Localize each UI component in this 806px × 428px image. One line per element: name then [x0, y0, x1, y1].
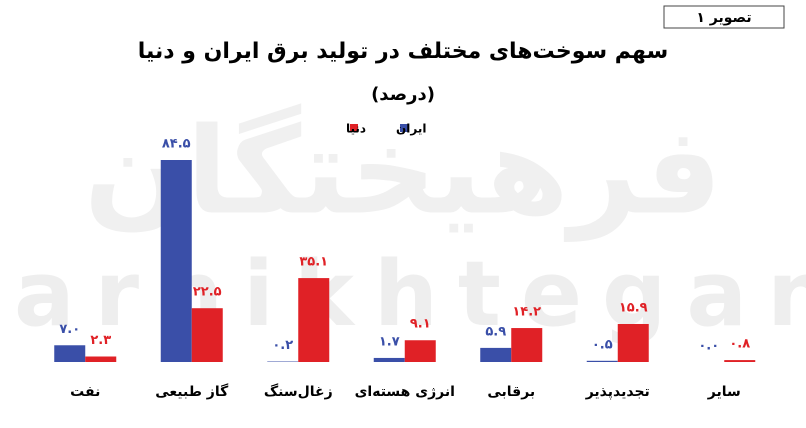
value-label: ۱۵.۹ [619, 300, 648, 315]
x-tick-label: انرژی هسته‌ای [355, 384, 455, 400]
value-label: ۹.۱ [410, 317, 431, 332]
chart-title: سهم سوخت‌های مختلف در تولید برق ایران و … [138, 39, 668, 64]
chart-subtitle: (درصد) [371, 84, 435, 105]
x-tick-label: گاز طبیعی [155, 383, 229, 400]
legend-label: دنیا [346, 122, 366, 136]
tag-box [663, 5, 785, 29]
bar [85, 356, 117, 362]
value-label: ۰.۰ [698, 339, 719, 354]
x-tick-label: برقابی [487, 384, 535, 400]
bar [480, 347, 512, 362]
legend-swatch [350, 124, 358, 132]
value-label: ۰.۸ [729, 337, 750, 352]
x-tick-label: تجدیدپذیر [585, 384, 650, 400]
x-tick-label: سایر [707, 384, 741, 400]
value-label: ۷.۰ [59, 322, 80, 337]
tag: تصویر ۱ [696, 10, 751, 26]
value-label: ۰.۲ [272, 338, 293, 353]
value-label: ۸۴.۵ [162, 137, 191, 152]
bar [724, 360, 756, 362]
bar [511, 328, 543, 362]
value-label: ۰.۵ [592, 337, 613, 352]
bar [160, 160, 192, 362]
bar [54, 345, 86, 362]
x-tick-label: نفت [70, 384, 100, 400]
value-label: ۲.۳ [90, 333, 111, 348]
x-tick-label: زغال‌سنگ [264, 383, 333, 400]
value-label: ۲۲.۵ [193, 285, 222, 300]
value-label: ۳۵.۱ [299, 255, 328, 270]
bar [617, 323, 649, 362]
value-label: ۱.۷ [379, 334, 400, 349]
watermark: farhikhtegan [0, 242, 806, 347]
value-label: ۱۴.۲ [512, 305, 541, 320]
bar [373, 357, 405, 362]
value-label: ۵.۹ [485, 324, 506, 339]
legend-swatch [400, 124, 408, 132]
bar [586, 360, 618, 362]
bar [298, 278, 330, 362]
bar [404, 340, 436, 362]
legend-label: ایران [396, 122, 426, 136]
bar [191, 308, 223, 362]
